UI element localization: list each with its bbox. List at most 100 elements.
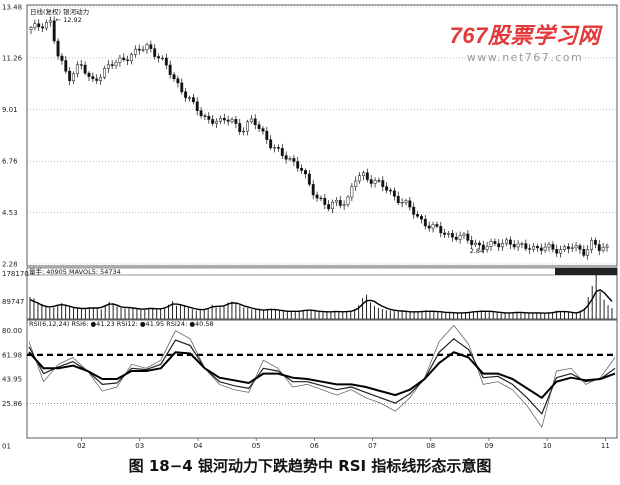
candle-body: [242, 130, 246, 133]
candle-body: [423, 218, 427, 227]
watermark: 767股票学习网 www.net767.com: [440, 18, 610, 64]
candle-body: [505, 239, 508, 244]
candle-body: [126, 59, 130, 62]
x-tick-label: 05: [252, 442, 261, 450]
candle-body: [238, 123, 242, 132]
candle-body: [226, 119, 230, 122]
candle-body: [307, 173, 311, 185]
candle-body: [269, 139, 273, 149]
candle-body: [462, 233, 466, 236]
rsi-line-rsi6: [28, 325, 616, 428]
candle-body: [385, 186, 389, 191]
candle-body: [296, 161, 300, 169]
candle-body: [431, 224, 435, 229]
candle-body: [543, 246, 547, 251]
candle-body: [157, 56, 161, 59]
candle-body: [555, 249, 559, 254]
volume-header-dark-block: [555, 268, 617, 275]
candle-body: [83, 64, 87, 74]
candle-body: [106, 64, 110, 69]
candle-body: [601, 247, 605, 251]
candle-body: [508, 239, 512, 245]
candle-body: [168, 64, 172, 75]
price-header: 日线(复权) 银河动力: [30, 7, 89, 16]
candle-body: [188, 97, 191, 99]
candle-body: [130, 54, 133, 62]
candle-body: [574, 245, 578, 249]
candle-body: [358, 175, 362, 182]
x-tick-label: 03: [135, 442, 144, 450]
candle-body: [64, 60, 68, 72]
candle-body: [443, 232, 447, 235]
candle-body: [346, 196, 350, 205]
price-annotation: 2.84: [470, 247, 484, 255]
candle-body: [265, 130, 269, 140]
rsi-legend: RSI(6,12,24) RSI6: ●41.23 RSI12: ●41.95 …: [29, 320, 214, 328]
volume-bar-group: [29, 274, 613, 319]
candle-body: [75, 64, 79, 75]
candle-body: [454, 236, 458, 240]
candle-body: [280, 148, 284, 156]
candle-body: [91, 76, 95, 80]
candle-body: [458, 235, 462, 240]
candle-body: [315, 194, 319, 199]
candle-body: [362, 172, 365, 176]
rsi-tick-label: 80.00: [2, 327, 22, 335]
candle-body: [416, 214, 420, 217]
candle-body: [203, 115, 207, 117]
candle-body: [435, 224, 439, 227]
candle-body: [164, 57, 168, 66]
candle-body: [400, 202, 404, 204]
candle-body: [466, 233, 470, 241]
price-tick-label: 9.01: [2, 106, 18, 114]
candle-body: [304, 170, 307, 175]
candle-body: [68, 70, 72, 82]
candle-body: [570, 247, 574, 249]
candle-body: [412, 206, 416, 215]
candle-body: [470, 240, 474, 245]
candle-body: [141, 49, 145, 51]
volume-tick-label: 89747: [2, 298, 24, 306]
candle-body: [381, 180, 385, 187]
candle-body: [474, 242, 478, 245]
candle-body: [56, 40, 60, 57]
candle-body: [528, 248, 532, 250]
candle-body: [396, 195, 400, 203]
candle-body: [566, 246, 570, 249]
candle-body: [501, 243, 505, 248]
candle-body: [354, 180, 358, 188]
candle-body: [350, 186, 354, 198]
watermark-url: www.net767.com: [466, 51, 584, 64]
rsi-panel-frame: [26, 319, 618, 439]
price-tick-label: 13.48: [2, 4, 22, 12]
candle-body: [447, 233, 450, 235]
watermark-logo: 767股票学习网: [449, 23, 601, 48]
mavol-line: [29, 289, 613, 314]
candle-body: [29, 27, 33, 30]
x-tick-label: 06: [310, 442, 319, 450]
volume-legend: 量手: 40905 MAVOL5: 54734: [29, 267, 121, 276]
price-annotation: ← 12.92: [56, 16, 82, 24]
candle-body: [118, 57, 122, 63]
candle-body: [246, 121, 249, 132]
candle-body: [419, 216, 423, 220]
candle-body: [404, 200, 408, 203]
candle-body: [338, 200, 342, 206]
candle-body: [369, 179, 373, 184]
candle-body: [33, 23, 37, 28]
volume-tick-label: 178170: [2, 270, 29, 278]
candle-body: [234, 119, 238, 124]
candle-body: [172, 74, 176, 80]
candle-body: [133, 48, 137, 55]
candle-body: [481, 244, 485, 250]
price-tick-label: 2.28: [2, 261, 18, 269]
candle-body: [342, 204, 346, 206]
rsi-tick-label: 01: [2, 443, 11, 451]
candle-body: [292, 158, 296, 162]
candle-body: [257, 124, 261, 129]
candle-body: [218, 118, 222, 122]
candle-body: [323, 198, 327, 205]
candle-body: [45, 21, 48, 29]
candle-body: [199, 110, 203, 116]
candle-body: [288, 158, 292, 160]
